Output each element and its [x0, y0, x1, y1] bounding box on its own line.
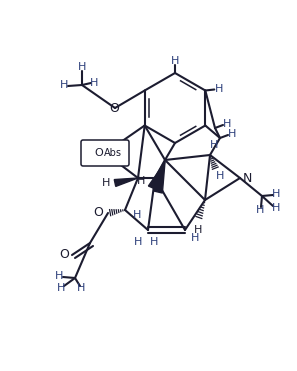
FancyBboxPatch shape: [81, 140, 129, 166]
Text: H: H: [57, 283, 65, 293]
Text: H: H: [133, 210, 141, 220]
Text: H: H: [194, 225, 202, 235]
Text: O: O: [95, 148, 103, 158]
Text: O: O: [93, 207, 103, 220]
Text: H: H: [228, 129, 236, 139]
Polygon shape: [153, 160, 165, 186]
Text: H: H: [216, 171, 224, 181]
Text: H: H: [60, 80, 68, 90]
Text: H: H: [55, 271, 63, 281]
Polygon shape: [114, 178, 138, 186]
Text: N: N: [243, 171, 252, 184]
Polygon shape: [154, 162, 165, 193]
Text: H: H: [90, 78, 98, 88]
Text: H: H: [171, 56, 179, 66]
Text: H: H: [102, 178, 110, 188]
Text: O: O: [59, 249, 69, 262]
Text: H: H: [134, 237, 142, 247]
Text: H: H: [210, 140, 218, 150]
Text: H: H: [223, 119, 231, 129]
Text: H: H: [272, 203, 280, 213]
Text: H: H: [150, 237, 158, 247]
Text: H: H: [77, 283, 85, 293]
Text: Abs: Abs: [104, 148, 122, 158]
Text: H: H: [256, 205, 264, 215]
Polygon shape: [148, 165, 163, 190]
Text: H: H: [191, 233, 199, 243]
Text: H: H: [272, 189, 280, 199]
Text: H: H: [215, 83, 224, 93]
Text: H: H: [78, 62, 86, 72]
Text: H: H: [137, 176, 145, 186]
Text: O: O: [109, 102, 119, 115]
